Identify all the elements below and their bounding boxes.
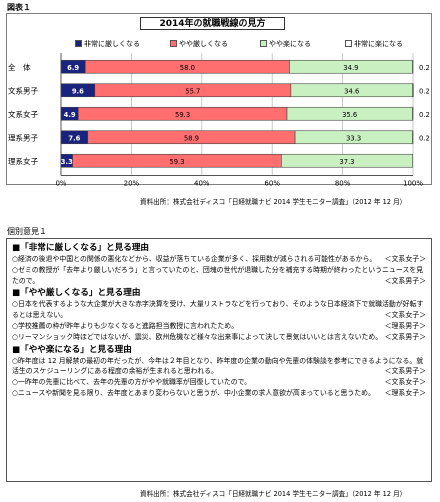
opinion-item: ○ゼミの教授が「去年より厳しいだろう」と言っていたのと、団塊の世代が退職した分を… xyxy=(12,265,426,287)
opinion-attribution: ＜文系女子＞ xyxy=(384,311,426,320)
opinion-text: ○日本を代表するような大企業が大きな赤字決算を受け、大量リストラなどを行っており… xyxy=(12,300,424,320)
opinion-text: ○一昨年の先輩に比べて、去年の先輩の方がやや就職率が回復していたので。 xyxy=(12,378,252,387)
opinion-text: ○学校推薦の枠が昨年よりも少なくなると進路担当教授に言われたため。 xyxy=(12,321,239,330)
chart-legend: 非常に厳しくなる やや厳しくなる やや楽になる 非常に楽になる xyxy=(75,39,415,49)
opinion-source: 資料出所：株式会社ディスコ「日経就職ナビ 2014 学生モニター調査」（2012… xyxy=(140,490,407,498)
opinion-attribution: ＜文系男子＞ xyxy=(384,276,426,285)
legend-item: 非常に楽になる xyxy=(345,39,403,49)
x-tick-label: 0% xyxy=(55,180,66,188)
legend-swatch xyxy=(260,40,267,47)
legend-item: やや厳しくなる xyxy=(170,39,228,49)
section-heading: ■「やや楽になる」と見る理由 xyxy=(12,344,132,355)
legend-item: 非常に厳しくなる xyxy=(75,39,140,49)
data-label-right: 0.2 xyxy=(419,111,430,119)
opinion-text: ○昨年度は 12 月解禁の最初の年だったが、今年は２年目となり、昨年度の企業の動… xyxy=(12,356,424,376)
data-label: 6.9 xyxy=(67,64,79,72)
opinion-text: ○ゼミの教授が「去年より厳しいだろう」と言っていたのと、団塊の世代が退職した分を… xyxy=(12,265,424,285)
legend-label: 非常に楽になる xyxy=(354,40,403,48)
opinion-item: ○昨年度は 12 月解禁の最初の年だったが、今年は２年目となり、昨年度の企業の動… xyxy=(12,356,426,378)
data-label: 59.3 xyxy=(175,111,190,119)
category-label: 理系男子 xyxy=(8,132,38,142)
data-label: 33.3 xyxy=(346,134,361,142)
data-label: 4.9 xyxy=(64,111,76,119)
data-label: 55.7 xyxy=(185,87,200,95)
opinion-text: ○リーマンショック時ほどではないが、震災、欧州危機など様々な出来事によって決して… xyxy=(12,332,383,341)
legend-label: 非常に厳しくなる xyxy=(84,40,140,48)
legend-item: やや楽になる xyxy=(260,39,311,49)
bar-segment xyxy=(411,59,414,74)
x-tick-label: 60% xyxy=(264,180,280,188)
data-label-right: 0.2 xyxy=(419,134,430,142)
x-tick-label: 20% xyxy=(124,180,140,188)
section-heading: ■「非常に厳しくなる」と見る理由 xyxy=(12,243,150,253)
legend-swatch xyxy=(75,40,82,47)
bar-segment xyxy=(412,83,414,98)
opinion-item: ○経済の後退や中国との関係の悪化などから、収益が落ちている企業が多く、採用数が減… xyxy=(12,254,426,265)
bar-segment xyxy=(281,153,413,168)
legend-swatch xyxy=(345,40,352,47)
section-heading: ■「やや厳しくなる」と見る理由 xyxy=(12,288,141,299)
opinion-attribution: ＜文系男子＞ xyxy=(384,332,426,341)
opinion-text: ○経済の後退や中国との関係の悪化などから、収益が落ちている企業が多く、採用数が減… xyxy=(12,255,377,263)
chart-frame xyxy=(6,13,432,185)
x-tick-label: 80% xyxy=(335,180,351,188)
bar-segment xyxy=(411,130,414,145)
opinion-text: ○ニュースや新聞を見る限り、去年度とあまり変わらないと思うが、中小企業の求人意欲… xyxy=(12,388,375,397)
opinion-label: 個別意見１ xyxy=(7,227,47,236)
data-label-right: 0.2 xyxy=(419,87,430,95)
data-label: 7.6 xyxy=(68,134,80,142)
data-label: 58.0 xyxy=(180,64,195,72)
data-label: 59.3 xyxy=(169,158,184,166)
chart-title: 2014年の就職戦線の見方 xyxy=(140,17,285,30)
category-label: 理系女子 xyxy=(8,156,38,166)
data-label: 9.6 xyxy=(72,87,84,95)
x-tick-label: 40% xyxy=(194,180,210,188)
opinion-attribution: ＜文系男子＞ xyxy=(384,367,426,376)
legend-label: やや厳しくなる xyxy=(179,40,228,48)
figure-label: 図表１ xyxy=(7,3,31,12)
stacked-bar-chart: 0% 20% 40% 60% 80% 100% 全 体 6.9 58.0 34.9 0.2 文系男子 9… xyxy=(8,53,430,188)
data-label: 34.9 xyxy=(343,64,358,72)
category-label: 文系女子 xyxy=(8,109,38,119)
opinion-item: ○日本を代表するような大企業が大きな赤字決算を受け、大量リストラなどを行っており… xyxy=(12,299,426,321)
bar-segment xyxy=(411,106,414,121)
opinion-item: ○ニュースや新聞を見る限り、去年度とあまり変わらないと思うが、中小企業の求人意欲… xyxy=(12,388,426,399)
category-label: 全 体 xyxy=(8,62,31,72)
opinion-box: ■「非常に厳しくなる」と見る理由 ○経済の後退や中国との関係の悪化などから、収益が… xyxy=(6,238,432,482)
x-tick-label: 100% xyxy=(403,180,423,188)
data-label: 37.3 xyxy=(339,158,354,166)
data-label-right: 0.2 xyxy=(419,64,430,72)
opinion-item: ○一昨年の先輩に比べて、去年の先輩の方がやや就職率が回復していたので。 ＜文系女子… xyxy=(12,377,426,388)
legend-swatch xyxy=(170,40,177,47)
chart-source: 資料出所：株式会社ディスコ「日経就職ナビ 2014 学生モニター調査」（2012… xyxy=(140,198,407,206)
data-label: 58.9 xyxy=(184,134,199,142)
opinion-attribution: ＜理系男子＞ xyxy=(384,321,426,330)
opinion-attribution: ＜文系女子＞ xyxy=(384,255,426,263)
opinion-attribution: ＜文系女子＞ xyxy=(384,378,426,387)
data-label: 35.6 xyxy=(342,111,357,119)
data-label: 34.6 xyxy=(344,87,359,95)
opinion-attribution: ＜理系女子＞ xyxy=(384,388,426,397)
data-label: 3.3 xyxy=(61,158,73,166)
category-label: 文系男子 xyxy=(8,85,38,95)
legend-label: やや楽になる xyxy=(269,40,311,48)
opinion-item: ○学校推薦の枠が昨年よりも少なくなると進路担当教授に言われたため。 ＜理系男子＞ xyxy=(12,321,426,332)
opinion-item: ○リーマンショック時ほどではないが、震災、欧州危機など様々な出来事によって決して… xyxy=(12,332,426,343)
